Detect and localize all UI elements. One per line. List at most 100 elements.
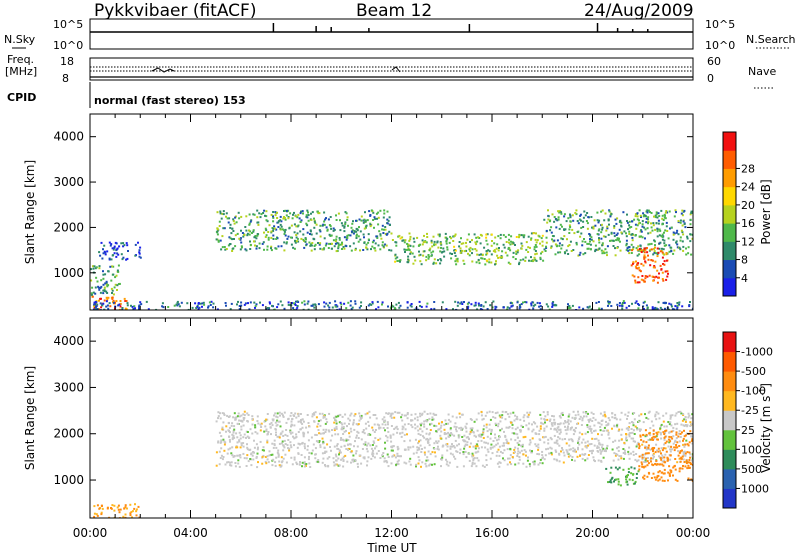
velocity-cell bbox=[619, 418, 622, 421]
velocity-cell bbox=[414, 423, 416, 426]
velocity-cell bbox=[503, 444, 505, 447]
velocity-cell bbox=[231, 446, 234, 449]
power-cell bbox=[299, 212, 302, 215]
velocity-cell bbox=[333, 427, 336, 430]
velocity-cell bbox=[319, 424, 322, 427]
power-cell bbox=[381, 301, 384, 304]
velocity-cell bbox=[618, 439, 621, 442]
velocity-cell bbox=[653, 476, 656, 479]
power-cell bbox=[409, 244, 412, 247]
velocity-cell bbox=[401, 428, 404, 431]
power-cell bbox=[454, 260, 457, 263]
power-cell bbox=[577, 222, 580, 225]
velocity-cell bbox=[230, 452, 233, 455]
power-cell bbox=[263, 231, 265, 234]
velocity-cell bbox=[436, 447, 439, 450]
power-cell bbox=[548, 220, 551, 223]
velocity-cell bbox=[526, 459, 529, 462]
power-cell bbox=[306, 302, 309, 305]
power-cell bbox=[362, 233, 365, 236]
velocity-cell bbox=[282, 444, 285, 447]
power-cell bbox=[635, 247, 638, 250]
velocity-cell bbox=[679, 450, 682, 453]
velocity-cell bbox=[325, 428, 328, 431]
velocity-cell bbox=[591, 452, 593, 455]
velocity-cell bbox=[625, 474, 628, 477]
power-cell bbox=[497, 256, 500, 259]
velocity-cell bbox=[428, 464, 431, 467]
power-cell bbox=[459, 302, 462, 305]
velocity-cell bbox=[622, 457, 625, 460]
velocity-cell bbox=[627, 467, 630, 470]
power-cell bbox=[330, 234, 333, 237]
velocity-cell bbox=[221, 458, 224, 461]
velocity-colorbar-swatch-1 bbox=[723, 468, 736, 489]
power-cell bbox=[654, 244, 656, 247]
power-cell bbox=[509, 302, 512, 305]
velocity-cell bbox=[647, 411, 650, 414]
velocity-cell bbox=[98, 507, 101, 510]
velocity-cell bbox=[681, 455, 684, 458]
power-cell bbox=[117, 264, 120, 267]
velocity-cell bbox=[597, 433, 599, 436]
power-cell bbox=[302, 308, 305, 310]
power-cell bbox=[173, 304, 176, 307]
power-cell bbox=[654, 306, 657, 309]
velocity-cell bbox=[522, 462, 525, 465]
power-cell bbox=[355, 233, 358, 236]
velocity-cell bbox=[633, 467, 636, 470]
power-cell bbox=[310, 212, 312, 215]
velocity-cell bbox=[126, 507, 128, 510]
power-cell bbox=[360, 305, 362, 307]
velocity-cell bbox=[584, 453, 587, 455]
power-cell bbox=[289, 212, 292, 215]
power-cell bbox=[628, 248, 631, 251]
power-cell bbox=[292, 213, 294, 216]
power-cell bbox=[564, 228, 567, 231]
velocity-cell bbox=[607, 433, 610, 436]
power-cell bbox=[92, 267, 95, 270]
velocity-cell bbox=[616, 425, 619, 428]
velocity-cell bbox=[624, 413, 627, 416]
power-cell bbox=[620, 221, 623, 224]
velocity-cell bbox=[628, 422, 631, 425]
power-cell bbox=[506, 254, 509, 257]
velocity-cell bbox=[338, 464, 341, 467]
power-cell bbox=[661, 278, 664, 280]
power-cell bbox=[377, 211, 380, 214]
velocity-cell bbox=[477, 412, 480, 415]
power-cell bbox=[494, 236, 497, 239]
power-cell bbox=[459, 249, 462, 252]
velocity-cell bbox=[329, 446, 331, 448]
power-cell bbox=[649, 231, 652, 234]
power-cell bbox=[578, 253, 581, 256]
power-cell bbox=[358, 306, 361, 309]
velocity-cell bbox=[571, 416, 574, 419]
velocity-cell bbox=[341, 438, 344, 441]
power-cell bbox=[323, 223, 326, 226]
velocity-cell bbox=[100, 513, 103, 516]
power-cell bbox=[343, 230, 346, 233]
power-cell bbox=[509, 262, 512, 265]
power-cell bbox=[598, 237, 600, 240]
power-cell bbox=[401, 239, 404, 242]
power-cell bbox=[569, 216, 572, 219]
power-cell bbox=[313, 306, 316, 309]
power-cell bbox=[251, 232, 253, 234]
power-cell bbox=[366, 248, 369, 251]
power-cell bbox=[100, 241, 103, 244]
power-cell bbox=[620, 225, 623, 228]
velocity-cell bbox=[544, 415, 547, 418]
velocity-cell bbox=[336, 443, 339, 446]
power-cell bbox=[644, 237, 646, 240]
power-cell bbox=[445, 236, 448, 239]
power-cell bbox=[630, 233, 633, 236]
velocity-cell bbox=[410, 424, 413, 427]
power-cell bbox=[295, 225, 298, 228]
power-cell bbox=[462, 242, 465, 245]
power-cell bbox=[567, 245, 570, 248]
velocity-cell bbox=[687, 412, 690, 415]
velocity-cell bbox=[110, 507, 112, 509]
power-cell bbox=[681, 305, 684, 308]
velocity-cell bbox=[404, 448, 407, 451]
